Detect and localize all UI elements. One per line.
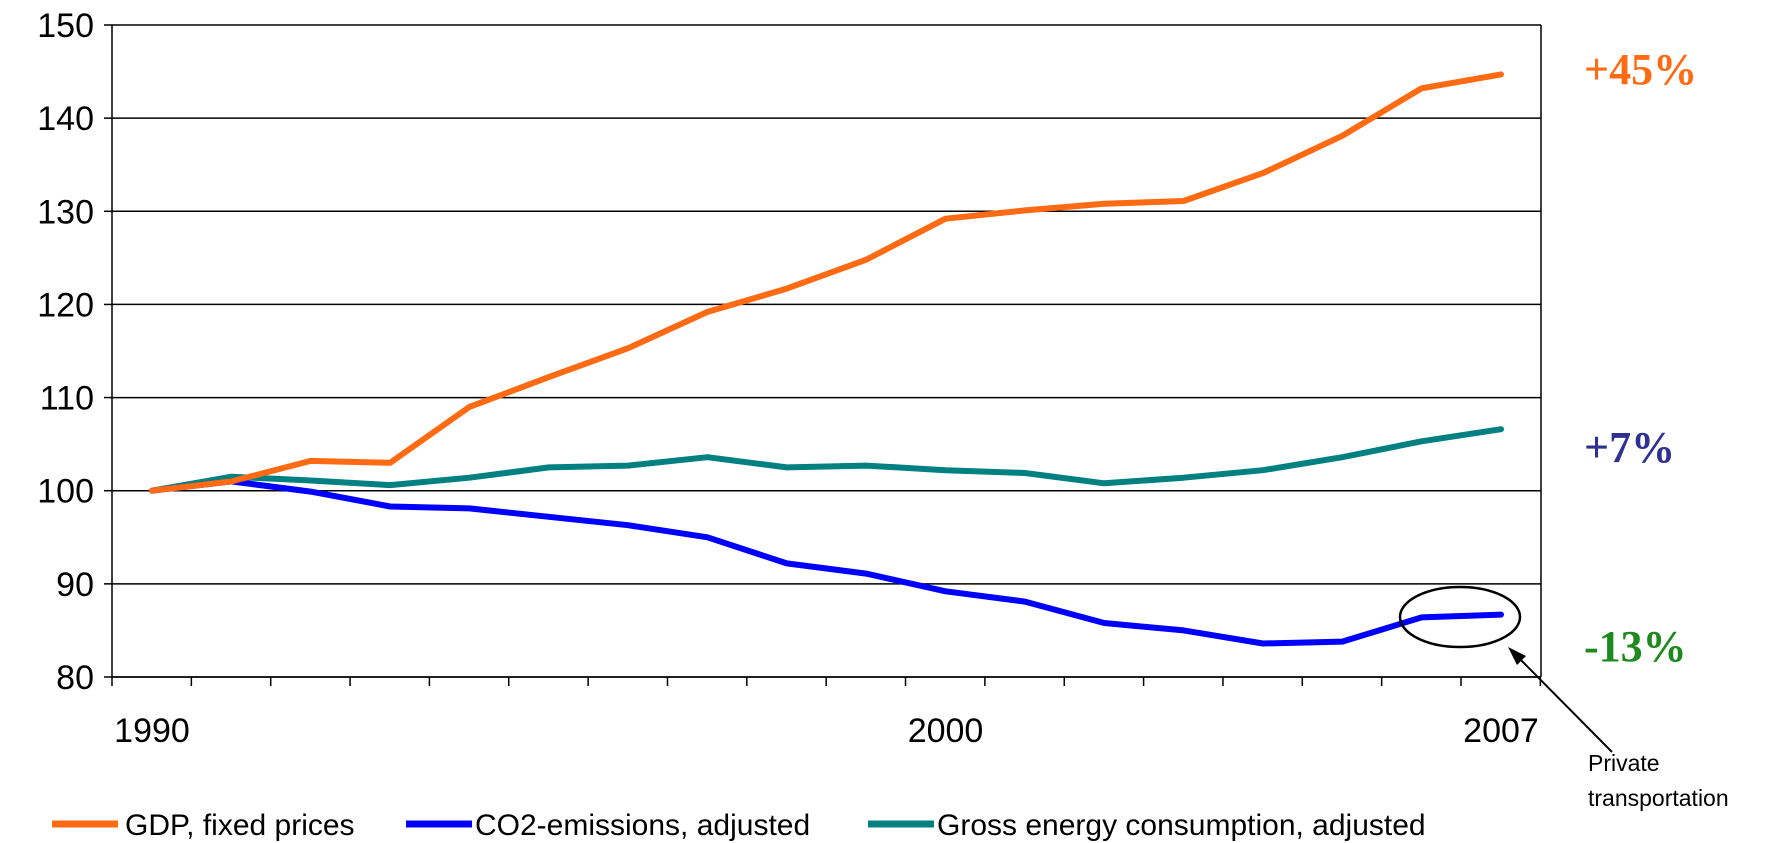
x-tick-label-1990: 1990	[114, 712, 190, 750]
private-transportation-annotation: Private transportation	[1398, 585, 1729, 811]
gridlines	[112, 24, 1541, 678]
series-line-3	[149, 426, 1504, 494]
x-tick-label-2007: 2007	[1463, 712, 1539, 750]
annotation-arrowhead	[1508, 647, 1526, 665]
change-label-3: +7%	[1584, 423, 1675, 472]
y-tick-label-140: 140	[37, 100, 94, 138]
x-axis-tick-labels: 1990 2000 2007	[114, 712, 1539, 750]
y-tick-label-100: 100	[37, 473, 94, 511]
change-label-2: -13%	[1584, 622, 1687, 671]
y-tick-label-110: 110	[40, 380, 94, 418]
series-lines	[149, 71, 1504, 647]
annotation-text-line1: Private	[1588, 750, 1660, 776]
y-axis-tick-labels: 80 90 100 110 120 130 140 150	[37, 7, 94, 697]
axes	[104, 24, 1542, 686]
annotation-text-line2: transportation	[1588, 785, 1729, 811]
legend-label-3: Gross energy consumption, adjusted	[937, 809, 1426, 842]
y-tick-label-80: 80	[56, 659, 94, 697]
legend: GDP, fixed prices CO2-emissions, adjusted…	[52, 809, 1426, 842]
legend-label-1: GDP, fixed prices	[125, 809, 355, 842]
legend-label-2: CO2-emissions, adjusted	[475, 809, 810, 842]
annotation-arrow-line	[1511, 650, 1613, 753]
series-line-2	[149, 478, 1504, 647]
change-label-1: +45%	[1584, 45, 1697, 94]
highlight-ellipse	[1398, 585, 1522, 649]
y-tick-label-130: 130	[37, 193, 94, 231]
x-tick-label-2000: 2000	[908, 712, 984, 750]
y-tick-label-120: 120	[37, 286, 94, 324]
y-tick-label-90: 90	[56, 566, 94, 604]
y-tick-label-150: 150	[37, 7, 94, 45]
change-labels: +45% +7% -13%	[1584, 45, 1697, 671]
series-line-1	[149, 71, 1504, 494]
